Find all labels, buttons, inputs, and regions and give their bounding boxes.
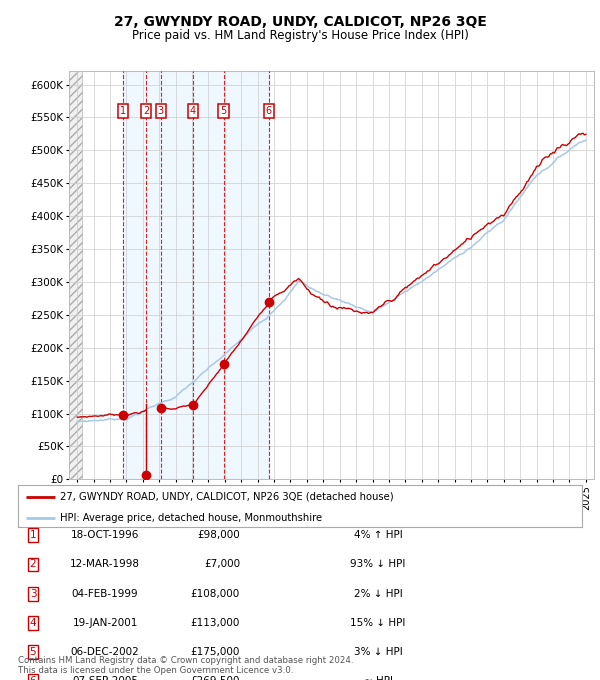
Text: £113,000: £113,000 bbox=[191, 618, 240, 628]
Text: HPI: Average price, detached house, Monmouthshire: HPI: Average price, detached house, Monm… bbox=[60, 513, 322, 523]
Text: 19-JAN-2001: 19-JAN-2001 bbox=[73, 618, 137, 628]
Text: 5: 5 bbox=[29, 647, 37, 657]
Text: 2: 2 bbox=[143, 106, 149, 116]
Text: 18-OCT-1996: 18-OCT-1996 bbox=[71, 530, 139, 540]
Text: ≈ HPI: ≈ HPI bbox=[364, 677, 392, 680]
Text: 2% ↓ HPI: 2% ↓ HPI bbox=[353, 589, 403, 598]
Text: 3% ↓ HPI: 3% ↓ HPI bbox=[353, 647, 403, 657]
Text: 5: 5 bbox=[220, 106, 227, 116]
Text: 1: 1 bbox=[120, 106, 126, 116]
Text: 2: 2 bbox=[29, 560, 37, 569]
Text: 04-FEB-1999: 04-FEB-1999 bbox=[71, 589, 139, 598]
Text: 93% ↓ HPI: 93% ↓ HPI bbox=[350, 560, 406, 569]
Text: 6: 6 bbox=[29, 677, 37, 680]
Text: 27, GWYNDY ROAD, UNDY, CALDICOT, NP26 3QE (detached house): 27, GWYNDY ROAD, UNDY, CALDICOT, NP26 3Q… bbox=[60, 492, 394, 502]
Text: Price paid vs. HM Land Registry's House Price Index (HPI): Price paid vs. HM Land Registry's House … bbox=[131, 29, 469, 41]
Text: 1: 1 bbox=[29, 530, 37, 540]
Text: 27, GWYNDY ROAD, UNDY, CALDICOT, NP26 3QE: 27, GWYNDY ROAD, UNDY, CALDICOT, NP26 3Q… bbox=[113, 15, 487, 29]
Text: 4: 4 bbox=[29, 618, 37, 628]
Text: £98,000: £98,000 bbox=[197, 530, 240, 540]
Text: 3: 3 bbox=[29, 589, 37, 598]
Text: 15% ↓ HPI: 15% ↓ HPI bbox=[350, 618, 406, 628]
Bar bbox=[123, 71, 269, 479]
Text: £7,000: £7,000 bbox=[204, 560, 240, 569]
Text: 6: 6 bbox=[266, 106, 272, 116]
Text: 12-MAR-1998: 12-MAR-1998 bbox=[70, 560, 140, 569]
Text: £269,500: £269,500 bbox=[191, 677, 240, 680]
Text: 3: 3 bbox=[158, 106, 164, 116]
Text: 06-DEC-2002: 06-DEC-2002 bbox=[71, 647, 139, 657]
Text: 07-SEP-2005: 07-SEP-2005 bbox=[72, 677, 138, 680]
Text: 4% ↑ HPI: 4% ↑ HPI bbox=[353, 530, 403, 540]
Text: £108,000: £108,000 bbox=[191, 589, 240, 598]
Text: This data is licensed under the Open Government Licence v3.0.: This data is licensed under the Open Gov… bbox=[18, 666, 293, 675]
Text: 4: 4 bbox=[190, 106, 196, 116]
Text: £175,000: £175,000 bbox=[191, 647, 240, 657]
Text: Contains HM Land Registry data © Crown copyright and database right 2024.: Contains HM Land Registry data © Crown c… bbox=[18, 656, 353, 665]
